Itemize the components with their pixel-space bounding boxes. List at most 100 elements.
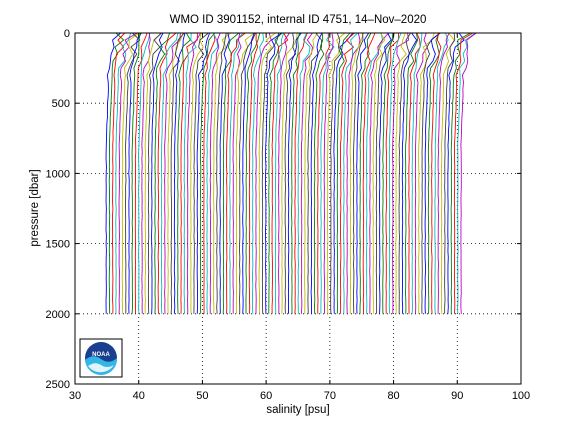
profile-line (294, 32, 308, 314)
y-tick-label: 1500 (46, 239, 70, 251)
profile-line (265, 32, 283, 314)
x-tick-label: 30 (69, 390, 81, 402)
profile-line (199, 32, 216, 314)
profile-line (125, 32, 141, 314)
profile-line (460, 32, 477, 314)
y-tick-label: 2000 (46, 309, 70, 321)
x-tick-labels: 30 40 50 60 70 80 90 100 (69, 390, 530, 402)
profile-line (300, 32, 313, 314)
y-tick-label: 500 (52, 98, 70, 110)
profile-lines (105, 32, 477, 314)
profile-line (440, 32, 455, 314)
profile-line (444, 32, 456, 314)
profile-line (239, 32, 256, 314)
profile-line (317, 32, 330, 314)
profile-line (271, 32, 289, 314)
profile-line (431, 32, 442, 314)
profile-line (434, 32, 449, 314)
profile-line (457, 32, 476, 314)
profile-line (235, 32, 255, 314)
profile-line (346, 32, 361, 314)
profile-line (424, 32, 441, 314)
y-tick-label: 2500 (46, 379, 70, 391)
y-tick-label: 1000 (46, 168, 70, 180)
profile-line (343, 32, 358, 314)
x-tick-label: 40 (133, 390, 145, 402)
profile-line (379, 32, 392, 314)
profile-line (115, 32, 132, 314)
profile-line (209, 32, 221, 314)
profile-line (307, 32, 322, 314)
profile-line (248, 32, 259, 314)
profile-line (121, 32, 140, 314)
noaa-logo-text: NOAA (92, 352, 110, 358)
profile-line (268, 32, 283, 314)
profile-line (160, 32, 179, 314)
profile-line (144, 32, 162, 314)
profile-line (232, 32, 242, 314)
profile-line (229, 32, 244, 314)
profile-line (388, 32, 402, 314)
x-tick-label: 70 (324, 390, 336, 402)
profile-line (385, 32, 400, 314)
profile-line (134, 32, 148, 314)
profile-line (173, 32, 186, 314)
x-axis-label: salinity [psu] (266, 404, 329, 416)
profile-line (138, 32, 151, 314)
profile-line (157, 32, 177, 314)
profile-line (375, 32, 395, 314)
profile-line (453, 32, 474, 314)
profile-line (112, 32, 126, 314)
axes-box (74, 32, 522, 385)
profile-line (287, 32, 302, 314)
profile-line (352, 32, 364, 314)
profile-line (320, 32, 335, 314)
profile-line (141, 32, 151, 314)
x-tick-label: 100 (512, 390, 530, 402)
profile-line (242, 32, 255, 314)
profile-line (398, 32, 412, 314)
profile-line (105, 32, 121, 314)
noaa-logo: NOAA (79, 338, 123, 378)
profile-line (382, 32, 394, 314)
profile-line (401, 32, 418, 314)
profile-line (108, 32, 125, 314)
profile-line (226, 32, 246, 314)
profile-line (356, 32, 370, 314)
profile-line (154, 32, 170, 314)
profile-line (245, 32, 261, 314)
profile-line (193, 32, 209, 314)
profile-line (281, 32, 298, 314)
profile-line (447, 32, 465, 314)
profile-line (206, 32, 219, 314)
profile-line (278, 32, 290, 314)
y-tick-label: 0 (64, 28, 70, 40)
profile-line (252, 32, 265, 314)
x-tick-label: 90 (451, 390, 463, 402)
profile-line (196, 32, 211, 314)
profile-line (421, 32, 441, 314)
profile-line (418, 32, 435, 314)
profile-line (274, 32, 285, 314)
profile-line (437, 32, 450, 314)
y-tick-labels: 0 500 1000 1500 2000 2500 (46, 28, 70, 391)
profile-line (297, 32, 311, 314)
profile-line (405, 32, 419, 314)
grid-lines (75, 33, 521, 384)
y-axis-label: pressure [dbar] (29, 169, 41, 246)
profile-line (203, 32, 216, 314)
profile-line (362, 32, 376, 314)
profile-line (170, 32, 185, 314)
profile-line (326, 32, 346, 314)
profile-line (333, 32, 354, 314)
profile-line (213, 32, 231, 314)
profile-line (330, 32, 342, 314)
profile-line (336, 32, 351, 314)
chart-title: WMO ID 3901152, internal ID 4751, 14–Nov… (170, 14, 427, 26)
profile-line (323, 32, 334, 314)
profile-line (118, 32, 138, 314)
profile-line (395, 32, 407, 314)
profile-line (131, 32, 141, 314)
profile-line (261, 32, 280, 314)
